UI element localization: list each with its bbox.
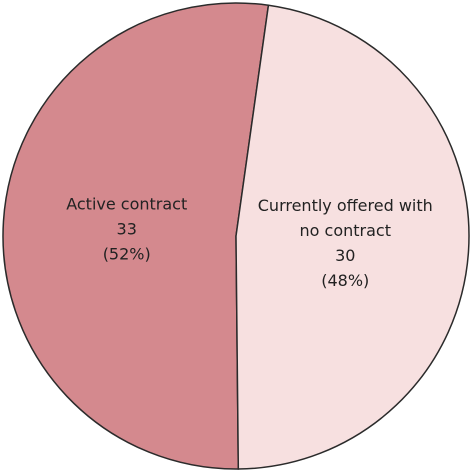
slice-label: Currently offered with no contract 30 (48%… (255, 193, 435, 293)
pie-slice (2, 2, 270, 470)
slice-percentage: (52%) (102, 244, 151, 264)
slice-category: Currently offered with no contract (257, 196, 433, 241)
slice-value: 30 (335, 246, 356, 266)
slice-category: Active contract (66, 194, 188, 214)
slice-value: 33 (116, 219, 137, 239)
pie-slice (235, 4, 470, 470)
slice-percentage: (48%) (321, 271, 370, 291)
slice-label: Active contract 33 (52%) (37, 191, 217, 266)
